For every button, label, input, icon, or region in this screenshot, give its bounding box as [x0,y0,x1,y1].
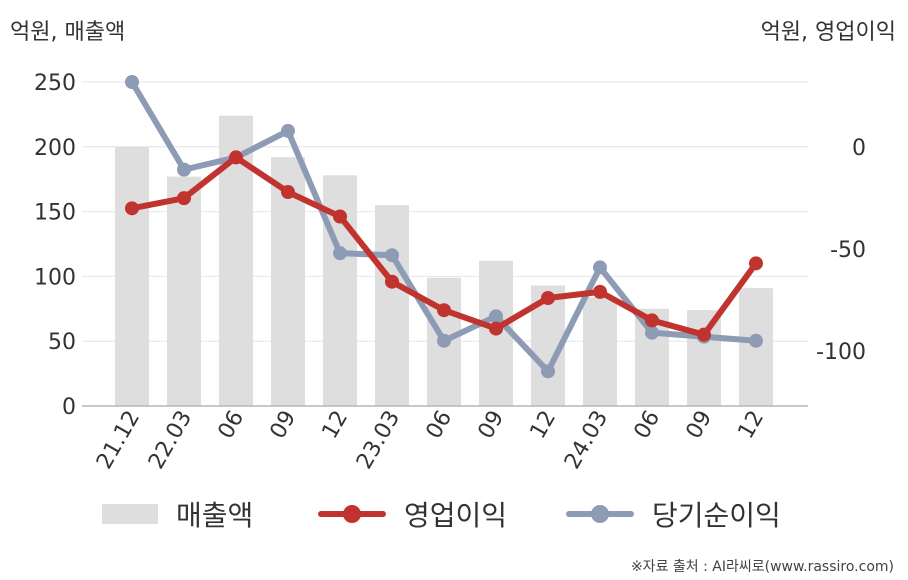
point-net [281,123,295,138]
point-operating [593,284,607,299]
legend-label-net: 당기순이익 [652,499,781,532]
point-net [333,246,347,261]
legend-swatch-net [566,504,634,524]
left-axis-ticks: 0 50 100 150 200 250 [34,71,76,420]
left-tick-label: 100 [34,265,76,290]
x-tick-label: 24.03 [560,407,613,474]
point-net [489,309,503,324]
point-operating [697,327,711,342]
x-tick-label: 06 [214,407,250,444]
x-tick-label: 09 [266,407,302,444]
point-net [593,260,607,275]
x-tick-label: 12 [526,407,562,444]
point-operating [125,201,139,216]
point-operating [541,291,555,305]
point-operating [385,274,399,289]
point-net [645,325,659,340]
left-tick-label: 250 [34,71,76,96]
bar-series-sales [115,115,773,407]
x-tick-label: 22.03 [144,407,197,474]
left-tick-label: 150 [34,201,76,226]
right-axis-unit: 억원, 영업이익 [760,20,896,45]
legend-item-operating: 영업이익 [318,494,507,534]
right-axis-ticks: 0 -50 -100 [816,136,866,365]
x-tick-label: 12 [734,407,770,444]
point-operating [437,303,451,318]
bar-sales [583,297,617,406]
point-operating [177,191,191,206]
x-tick-label: 21.12 [92,407,145,474]
x-tick-label: 09 [474,407,510,444]
legend-item-sales: 매출액 [102,494,253,534]
point-operating [749,256,763,271]
left-tick-label: 200 [34,136,76,161]
legend-swatch-sales [102,504,158,524]
x-tick-label: 09 [682,407,718,444]
x-tick-label: 12 [318,407,354,444]
point-net [385,248,399,263]
x-tick-label: 06 [422,407,458,444]
point-operating [645,313,659,328]
right-tick-label: -50 [830,238,866,263]
point-net [437,333,451,348]
legend-item-net: 당기순이익 [566,494,781,534]
left-axis-unit: 억원, 매출액 [10,20,126,45]
point-net [177,162,191,177]
point-net [749,333,763,348]
bar-sales [375,205,409,406]
legend-swatch-operating [318,504,386,524]
right-tick-label: -100 [816,340,866,365]
bar-sales [167,176,201,406]
point-operating [229,150,243,165]
point-operating [489,321,503,336]
legend-label-sales: 매출액 [176,499,254,532]
source-note: ※자료 출처 : AI라씨로(www.rassiro.com) [630,559,894,575]
line-series [125,75,763,379]
point-net [125,75,139,89]
point-operating [333,209,347,224]
bar-sales [115,146,149,407]
point-operating [281,185,295,200]
legend-label-operating: 영업이익 [404,499,508,532]
bar-sales [687,310,721,406]
right-tick-label: 0 [852,136,866,161]
left-tick-label: 0 [62,395,76,420]
x-tick-label: 23.03 [352,407,405,474]
x-tick-label: 06 [630,407,666,444]
point-net [541,364,555,379]
left-tick-label: 50 [48,330,76,355]
